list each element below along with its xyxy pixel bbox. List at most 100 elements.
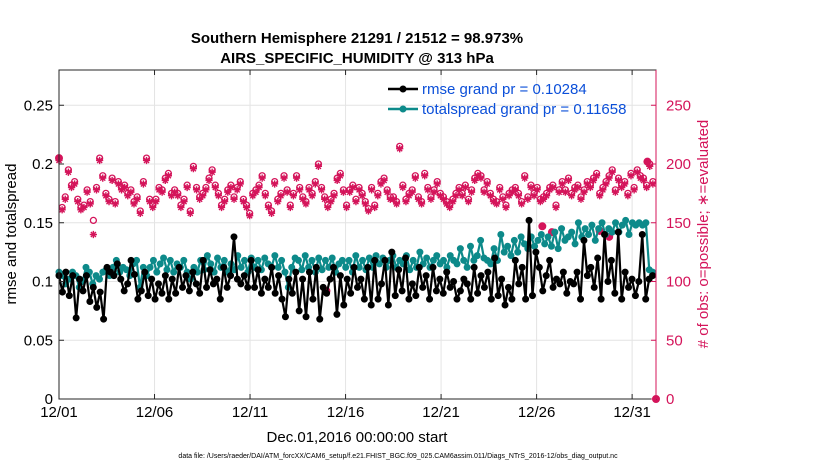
obs-possible-point: [89, 216, 98, 225]
obs-evaluated-star: [521, 174, 529, 182]
obs-evaluated-star: [180, 198, 188, 206]
x-tick-label: 12/16: [327, 404, 365, 421]
rmse-point: [175, 263, 183, 271]
obs-evaluated-star: [80, 203, 88, 212]
rmse-point: [237, 280, 245, 288]
obs-evaluated-star: [324, 203, 332, 212]
obs-evaluated-star: [577, 195, 585, 203]
obs-evaluated-star: [99, 174, 107, 182]
obs-evaluated-star: [217, 203, 226, 212]
obs-evaluated-star: [114, 180, 122, 188]
totalspread-point: [170, 268, 178, 276]
obs-evaluated-star: [358, 192, 366, 200]
rmse-point: [546, 256, 554, 264]
rmse-point: [539, 287, 547, 295]
rmse-point: [508, 295, 516, 303]
totalspread-point: [416, 248, 424, 256]
rmse-point: [467, 295, 475, 303]
obs-evaluated-star: [58, 206, 66, 214]
rmse-point: [62, 268, 70, 276]
totalspread-point: [95, 275, 103, 283]
rmse-point: [628, 275, 636, 283]
obs-evaluated-star: [346, 188, 354, 196]
totalspread-point: [156, 260, 164, 268]
obs-evaluated-star: [74, 198, 82, 206]
rmse-point: [347, 289, 355, 297]
totalspread-point: [359, 256, 367, 264]
obs-evaluated-star: [446, 203, 454, 212]
rmse-point: [86, 297, 94, 305]
rmse-point: [498, 275, 506, 283]
totalspread-point: [595, 225, 603, 233]
rmse-point: [553, 275, 560, 283]
obs-evaluated-star: [330, 192, 338, 200]
obs-evaluated-star: [364, 207, 373, 215]
obs-evaluated-star: [477, 174, 485, 182]
totalspread-point: [409, 256, 417, 264]
totalspread-point: [618, 221, 626, 229]
obs-evaluated-star: [596, 192, 604, 200]
obs-evaluated-star: [524, 195, 532, 203]
obs-evaluated-star: [546, 186, 554, 194]
obs-evaluated-star: [449, 198, 457, 206]
obs-evaluated-star: [314, 162, 323, 170]
rmse-point: [161, 272, 169, 280]
obs-evaluated-star: [499, 195, 507, 203]
rmse-point: [247, 256, 255, 264]
rmse-point: [292, 268, 300, 276]
totalspread-point: [82, 263, 90, 271]
obs-evaluated-star: [614, 176, 623, 185]
obs-evaluated-star: [164, 172, 172, 180]
rmse-point: [206, 266, 214, 274]
obs-evaluated-star: [192, 186, 201, 194]
obs-evaluated-star: [92, 186, 101, 194]
obs-evaluated-star: [77, 206, 85, 214]
obs-evaluated-star: [283, 188, 291, 196]
obs-evaluated-star: [593, 172, 601, 180]
obs-evaluated-star: [214, 192, 223, 200]
rmse-point: [470, 263, 478, 271]
obs-evaluated-star: [508, 188, 516, 196]
rmse-point: [168, 275, 176, 283]
obs-evaluated-star: [299, 195, 307, 203]
rmse-point: [179, 283, 187, 291]
obs-evaluated-star: [321, 195, 329, 203]
obs-evaluated-star: [249, 192, 257, 200]
rmse-point: [357, 275, 365, 283]
rmse-point: [405, 295, 413, 303]
rmse-point: [295, 307, 303, 315]
obs-evaluated-star: [142, 156, 151, 165]
obs-evaluated-star: [196, 195, 204, 203]
totalspread-point: [598, 219, 606, 227]
obs-evaluated-star: [333, 176, 341, 185]
rmse-point: [278, 295, 286, 303]
obs-evaluated-star: [571, 186, 579, 194]
obs-evaluated-star: [208, 168, 216, 176]
obs-evaluated-star: [280, 174, 288, 182]
totalspread-point: [166, 256, 174, 264]
totalspread-point: [318, 266, 326, 274]
totalspread-point: [544, 233, 552, 241]
rmse-point: [199, 256, 207, 264]
obs-evaluated-star: [430, 188, 438, 196]
obs-evaluated-star: [305, 186, 313, 194]
rmse-point: [580, 236, 588, 244]
rmse-point: [137, 287, 145, 295]
data-file-footnote: data file: /Users/raeder/DAI/ATM_forcXX/…: [178, 453, 618, 460]
totalspread-point: [261, 254, 269, 262]
obs-evaluated-star: [399, 183, 407, 192]
rmse-point: [374, 295, 382, 303]
obs-evaluated-star: [246, 212, 254, 220]
rmse-point: [203, 283, 211, 291]
rmse-point: [625, 283, 633, 291]
obs-evaluated-star: [286, 203, 294, 212]
totalspread-point: [446, 252, 454, 260]
rmse-point: [120, 287, 128, 295]
obs-evaluated-star: [342, 203, 351, 212]
x-tick-label: 12/31: [613, 404, 651, 421]
rmse-point: [76, 275, 84, 283]
y-right-tick-label: 0: [666, 391, 674, 408]
rmse-point: [453, 295, 461, 303]
obs-evaluated-star: [586, 183, 594, 192]
rmse-point: [323, 289, 331, 297]
